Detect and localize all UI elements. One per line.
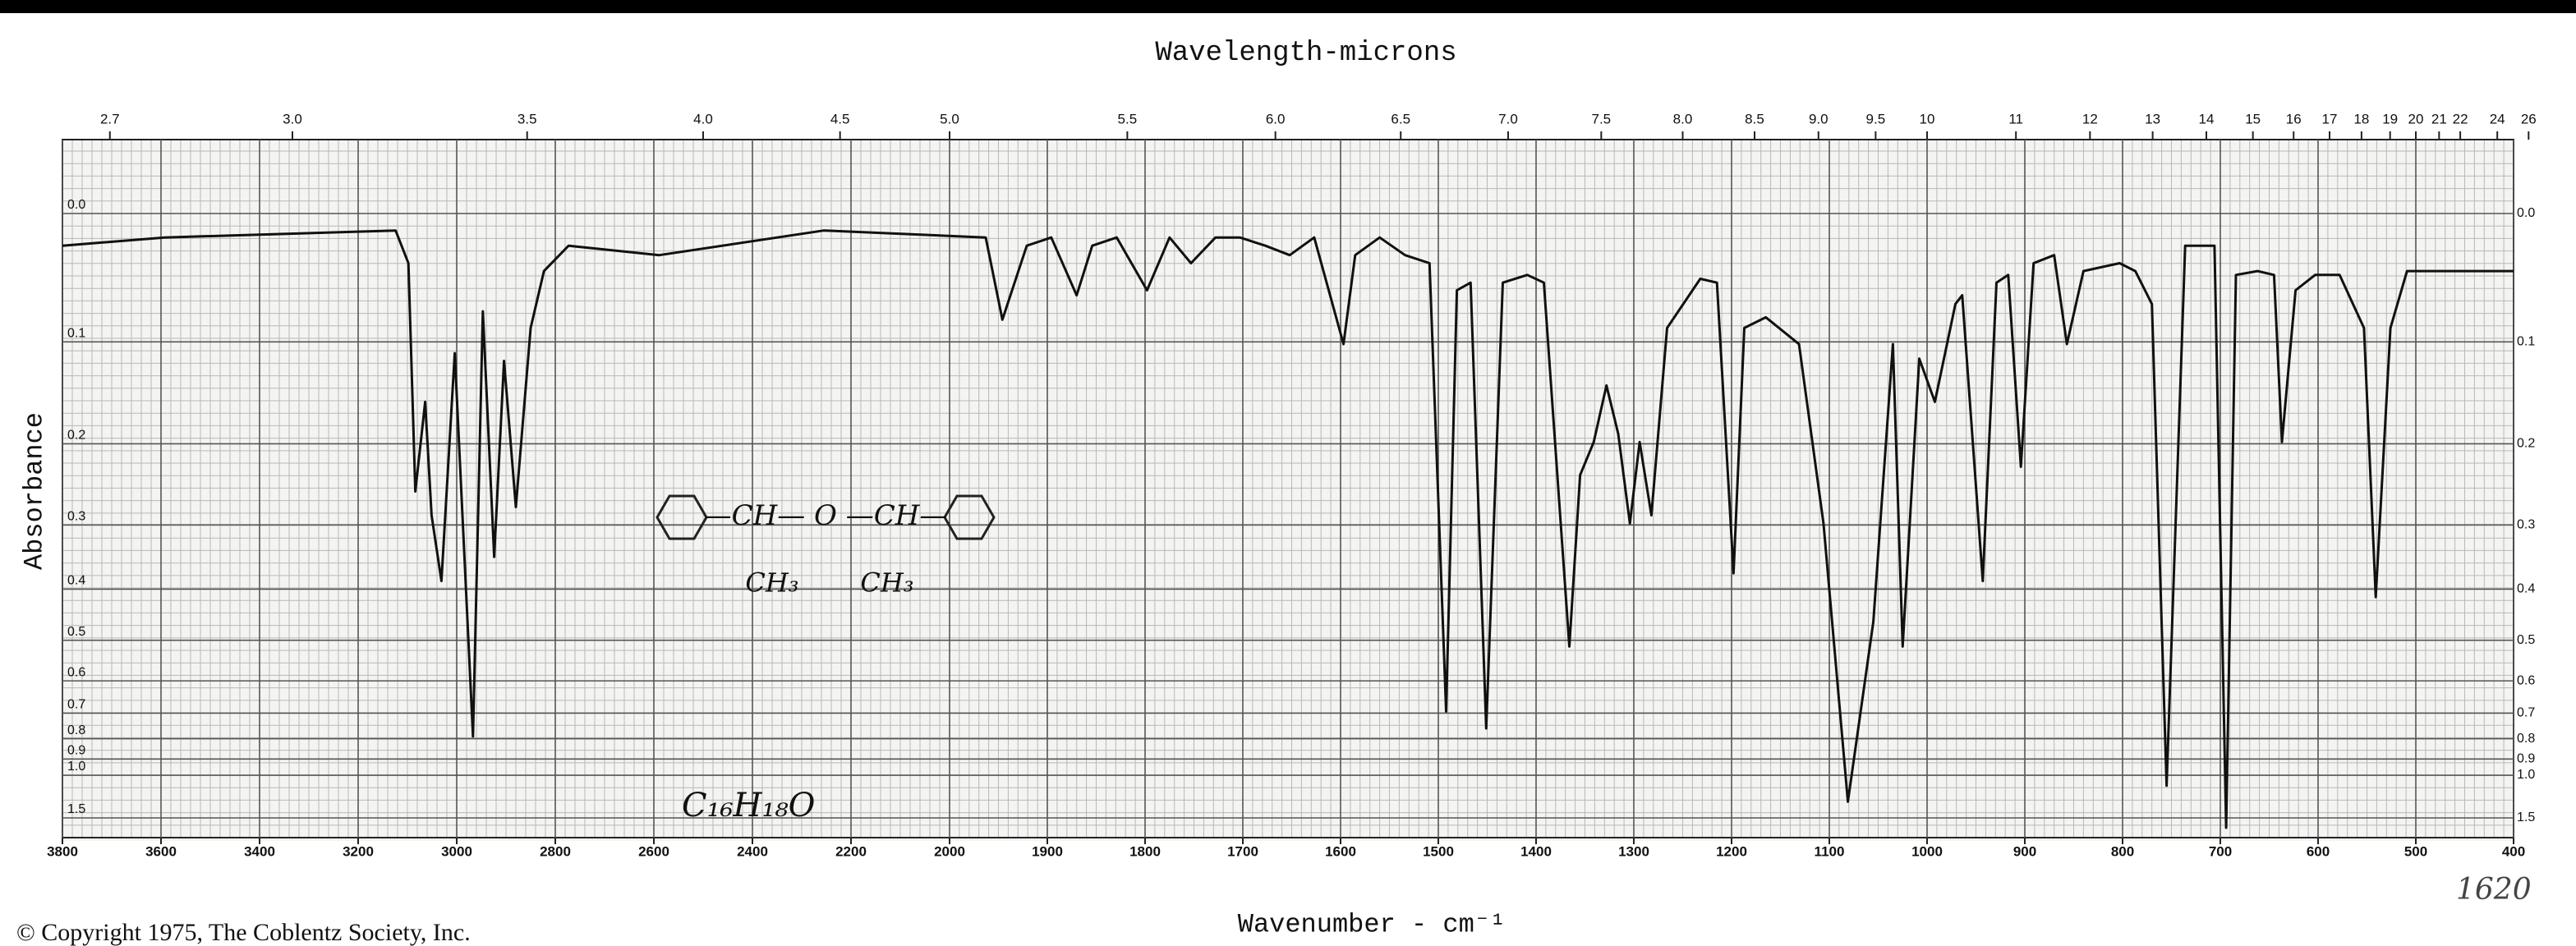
y-tick-label: 0.2 [2517, 437, 2535, 451]
annotation: CH₃ [745, 567, 798, 599]
x2-tick-label: 26 [2521, 111, 2537, 126]
data [62, 229, 2514, 829]
x-tick-label: 1400 [1520, 844, 1552, 860]
x-tick-label: 1300 [1618, 844, 1649, 860]
x2-tick-label: 19 [2382, 111, 2398, 126]
y-tick-label: 0.1 [2517, 335, 2535, 349]
x2-tick-label: 8.0 [1673, 111, 1693, 126]
annotation: 1620 [2456, 873, 2532, 907]
top-bar [0, 0, 2576, 13]
x2-tick-label: 24 [2490, 111, 2505, 126]
x2-tick-label: 9.0 [1809, 111, 1828, 126]
x-tick-label: 600 [2307, 844, 2330, 860]
x-tick-label: 900 [2013, 844, 2036, 860]
y-tick-label: 0.0 [2517, 206, 2535, 220]
x-tick-label: 800 [2111, 844, 2134, 860]
spectrum-line [62, 229, 2514, 829]
x2-tick-label: 7.5 [1592, 111, 1612, 126]
chart-title: Wavelength-microns [1155, 38, 1456, 69]
y-tick-label: 0.8 [67, 723, 85, 737]
y-tick-label: 0.3 [2517, 517, 2535, 531]
copyright: © Copyright 1975, The Coblentz Society, … [16, 919, 471, 946]
x2-tick-label: 21 [2431, 111, 2447, 126]
y-tick-label: 0.3 [67, 509, 85, 523]
x2-tick-label: 7.0 [1498, 111, 1518, 126]
x-tick-label: 3200 [343, 844, 374, 860]
y-tick-label: 0.4 [2517, 582, 2535, 596]
y-tick-label: 0.7 [67, 698, 85, 712]
x2-tick-label: 3.5 [518, 111, 537, 126]
annotation: —CH— O —CH— [704, 499, 948, 532]
x2-tick-label: 5.5 [1118, 111, 1138, 126]
y-tick-label: 1.5 [67, 802, 85, 816]
x2-tick-label: 6.0 [1266, 111, 1286, 126]
y-tick-label: 0.1 [67, 327, 85, 341]
x-tick-label: 3000 [441, 844, 472, 860]
x-tick-label: 1000 [1911, 844, 1943, 860]
y-tick-label: 0.8 [2517, 732, 2535, 746]
plot-background [62, 140, 2514, 841]
y-tick-label: 0.7 [2517, 706, 2535, 720]
x-tick-label: 3800 [47, 844, 78, 860]
x-tick-label: 1500 [1423, 844, 1454, 860]
x2-tick-label: 3.0 [283, 111, 302, 126]
y-tick-label: 0.9 [67, 744, 85, 758]
x2-tick-label: 15 [2245, 111, 2261, 126]
y-tick-label: 0.5 [67, 625, 85, 639]
y-tick-label: 0.2 [67, 429, 85, 443]
x2-tick-label: 5.0 [940, 111, 959, 126]
x-tick-label: 1800 [1129, 844, 1161, 860]
ring [943, 494, 996, 540]
x-tick-label: 1900 [1032, 844, 1063, 860]
y-tick-label: 1.0 [67, 760, 85, 774]
x-tick-label: 1100 [1815, 844, 1845, 860]
x2-tick-label: 8.5 [1745, 111, 1764, 126]
x2-tick-label: 18 [2353, 111, 2369, 126]
x2-tick-label: 10 [1920, 111, 1935, 126]
x2-tick-label: 2.7 [100, 111, 120, 126]
x-tick-label: 500 [2404, 844, 2427, 860]
annotation: C₁₆H₁₈O [682, 787, 815, 824]
y-axis-label: Absorbance [19, 412, 49, 570]
x-tick-label: 3600 [145, 844, 177, 860]
x2-tick-label: 6.5 [1391, 111, 1410, 126]
y-tick-label: 1.0 [2517, 768, 2535, 782]
x2-tick-label: 4.0 [693, 111, 713, 126]
x-tick-label: 2200 [835, 844, 867, 860]
y-tick-label: 0.6 [67, 665, 85, 679]
y-tick-label: 0.9 [2517, 752, 2535, 766]
y-tick-label: 1.5 [2517, 811, 2535, 824]
x-tick-label: 2000 [934, 844, 965, 860]
x2-tick-label: 11 [2008, 111, 2023, 126]
annotation: CH₃ [860, 567, 913, 599]
x2-tick-label: 20 [2408, 111, 2424, 126]
x-axis-label: Wavenumber - cm⁻¹ [1238, 909, 1506, 939]
x-tick-label: 1700 [1227, 844, 1258, 860]
x2-tick-label: 17 [2322, 111, 2338, 126]
structure: —CH— O —CH— CH₃ CH₃ [656, 494, 996, 599]
x2-tick-label: 22 [2453, 111, 2468, 126]
x-tick-label: 1600 [1325, 844, 1356, 860]
x2-tick-label: 12 [2082, 111, 2098, 126]
x2-tick-label: 14 [2199, 111, 2215, 126]
x-tick-label: 3400 [244, 844, 275, 860]
x2-tick-label: 9.5 [1866, 111, 1886, 126]
x2-tick-label: 16 [2286, 111, 2302, 126]
x-tick-label: 1200 [1716, 844, 1747, 860]
ring [656, 494, 708, 540]
x-tick-label: 700 [2209, 844, 2232, 860]
x-tick-label: 2400 [737, 844, 768, 860]
x-tick-label: 400 [2502, 844, 2525, 860]
x-tick-label: 2600 [638, 844, 669, 860]
y-tick-label: 0.5 [2517, 633, 2535, 647]
y-tick-label: 0.4 [67, 574, 85, 588]
x2-tick-label: 13 [2145, 111, 2160, 126]
x-tick-label: 2800 [540, 844, 571, 860]
y-tick-label: 0.6 [2517, 673, 2535, 687]
x2-tick-label: 4.5 [830, 111, 850, 126]
y-tick-label: 0.0 [67, 198, 85, 212]
grid: 3800 3600 3400 3200 3000 2800 2600 2400 2200 2000… [47, 111, 2537, 859]
